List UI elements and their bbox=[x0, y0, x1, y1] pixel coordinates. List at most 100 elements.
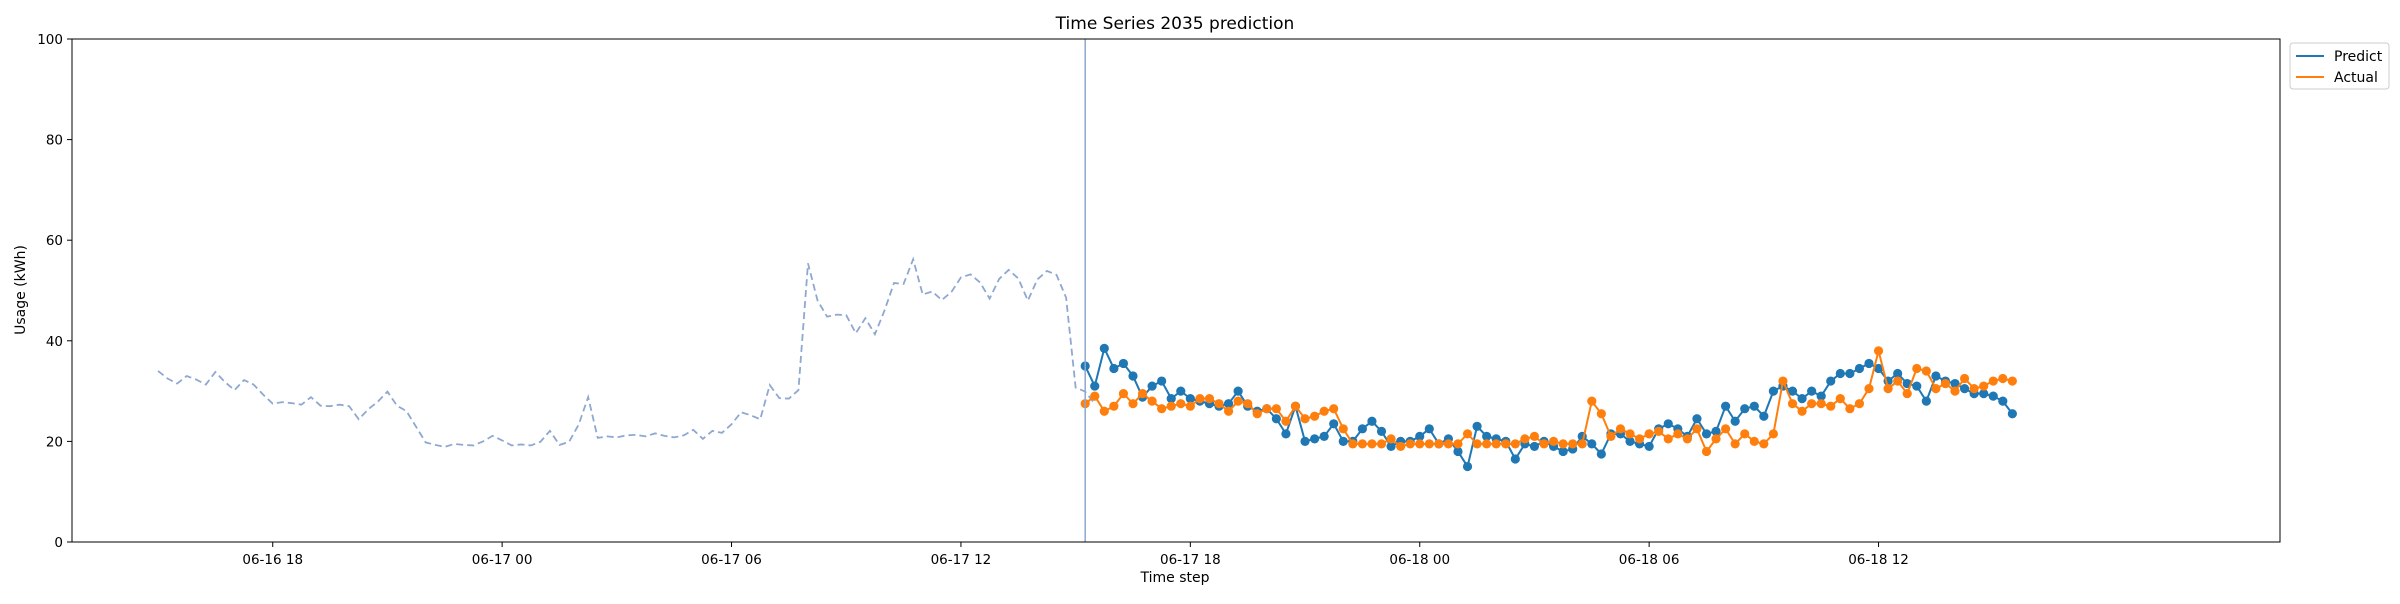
actual-point bbox=[1682, 434, 1692, 444]
actual-point bbox=[1424, 439, 1434, 449]
predict-point bbox=[1912, 381, 1922, 391]
actual-point bbox=[1376, 439, 1387, 449]
actual-point bbox=[1854, 399, 1865, 409]
predict-point bbox=[1864, 358, 1874, 369]
actual-point bbox=[1204, 394, 1215, 404]
predict-point bbox=[1319, 431, 1329, 441]
actual-point bbox=[1501, 439, 1511, 449]
predict-point bbox=[1587, 439, 1597, 449]
predict-point bbox=[1931, 371, 1941, 381]
predict-point bbox=[1271, 414, 1281, 424]
predict-point bbox=[1147, 381, 1157, 391]
predict-point bbox=[1109, 363, 1119, 374]
predict-point bbox=[1281, 429, 1291, 439]
actual-point bbox=[1912, 363, 1922, 374]
actual-point bbox=[1214, 399, 1224, 409]
actual-point bbox=[1807, 399, 1817, 409]
actual-point bbox=[1959, 373, 1970, 384]
y-tick-label: 80 bbox=[46, 133, 63, 149]
predict-point bbox=[1816, 391, 1826, 401]
predict-point bbox=[1873, 363, 1884, 374]
actual-point bbox=[1548, 436, 1559, 446]
actual-point bbox=[1663, 434, 1673, 444]
actual-point bbox=[1692, 424, 1702, 434]
actual-point bbox=[1348, 439, 1358, 449]
actual-point bbox=[1338, 424, 1348, 434]
actual-point bbox=[1520, 434, 1530, 444]
actual-point bbox=[1281, 416, 1291, 426]
actual-point bbox=[1969, 383, 1979, 394]
actual-point bbox=[1596, 409, 1606, 419]
actual-point bbox=[1243, 399, 1253, 409]
actual-point bbox=[1835, 394, 1845, 404]
actual-point bbox=[1319, 406, 1329, 416]
predict-point bbox=[1367, 416, 1377, 426]
x-tick-label: 06-17 00 bbox=[472, 552, 533, 568]
actual-point bbox=[1673, 429, 1683, 439]
actual-point bbox=[1090, 391, 1100, 401]
actual-point bbox=[1644, 429, 1654, 439]
predict-point bbox=[1768, 386, 1778, 396]
actual-point bbox=[1157, 404, 1167, 414]
x-tick-label: 06-17 06 bbox=[701, 552, 762, 568]
actual-point bbox=[1577, 439, 1587, 449]
x-tick-label: 06-16 18 bbox=[242, 552, 303, 568]
actual-point bbox=[1434, 439, 1444, 449]
actual-point bbox=[1721, 424, 1731, 434]
legend: Predict Actual bbox=[2289, 42, 2390, 90]
legend-label-actual: Actual bbox=[2334, 70, 2378, 86]
actual-point bbox=[1864, 383, 1874, 394]
actual-point bbox=[1176, 399, 1186, 409]
predict-point bbox=[1807, 386, 1817, 396]
actual-point bbox=[1252, 409, 1262, 419]
x-tick-label: 06-17 12 bbox=[931, 552, 992, 568]
actual-point bbox=[1290, 401, 1301, 411]
y-tick-label: 60 bbox=[46, 233, 63, 249]
predict-point bbox=[1625, 436, 1635, 446]
y-tick-label: 100 bbox=[37, 32, 63, 48]
actual-point bbox=[1730, 439, 1740, 449]
predict-point bbox=[1529, 441, 1540, 452]
actual-point bbox=[1568, 439, 1578, 449]
actual-point bbox=[1233, 396, 1243, 406]
actual-point bbox=[1759, 439, 1769, 449]
predict-point bbox=[1386, 441, 1396, 452]
x-tick-label: 06-18 12 bbox=[1848, 552, 1909, 568]
actual-point bbox=[1988, 376, 1998, 386]
chart-title: Time Series 2035 prediction bbox=[1055, 14, 1295, 34]
actual-point bbox=[1998, 373, 2008, 384]
predict-point bbox=[1453, 446, 1463, 457]
predict-point bbox=[1826, 376, 1836, 386]
actual-point bbox=[1558, 439, 1568, 449]
y-tick-label: 40 bbox=[46, 334, 63, 350]
predict-point bbox=[1663, 419, 1673, 429]
predict-point bbox=[1854, 363, 1865, 374]
actual-point bbox=[1873, 346, 1884, 356]
predict-point bbox=[1090, 381, 1100, 391]
actual-point bbox=[1711, 434, 1721, 444]
predict-point bbox=[1329, 419, 1339, 429]
predict-point bbox=[1721, 401, 1731, 411]
predict-point bbox=[1310, 434, 1320, 444]
actual-point bbox=[1396, 441, 1406, 452]
predict-point bbox=[1338, 436, 1348, 446]
actual-point bbox=[1405, 439, 1415, 449]
actual-point bbox=[2007, 376, 2017, 386]
predict-point bbox=[1759, 411, 1769, 421]
plot-frame bbox=[71, 38, 2281, 543]
predict-point bbox=[1233, 386, 1243, 396]
actual-point bbox=[1625, 429, 1635, 439]
predict-point bbox=[1424, 424, 1434, 434]
predict-point bbox=[1166, 394, 1176, 404]
predict-point bbox=[1558, 446, 1568, 457]
actual-point bbox=[1223, 406, 1234, 416]
actual-point bbox=[1816, 399, 1826, 409]
actual-point bbox=[1262, 404, 1272, 414]
predict-point bbox=[1376, 426, 1387, 436]
actual-point bbox=[1529, 431, 1540, 441]
x-tick-label: 06-18 06 bbox=[1619, 552, 1680, 568]
plot-area: 0 20 40 60 80 100 06-16 18 06-17 00 06-17 06 06-1… bbox=[37, 32, 2281, 568]
actual-point bbox=[1749, 436, 1759, 446]
